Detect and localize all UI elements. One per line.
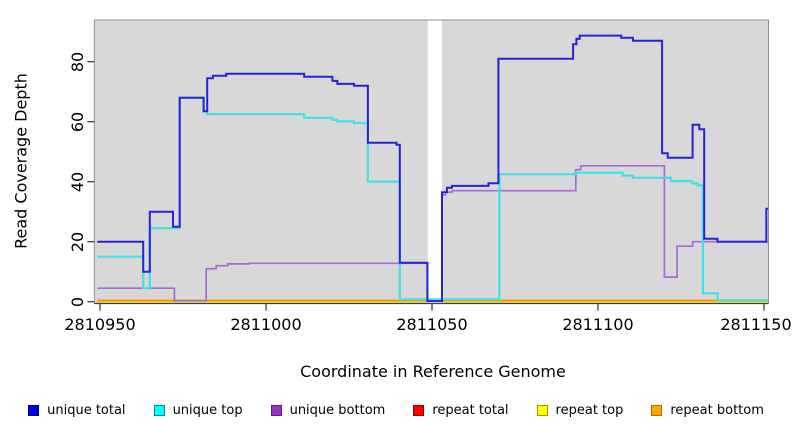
y-tick-label: 80 bbox=[68, 51, 87, 72]
x-tick-label: 2811100 bbox=[562, 315, 634, 334]
x-tick-label: 2810950 bbox=[64, 315, 136, 334]
legend-label: unique top bbox=[172, 402, 243, 418]
x-tick-label: 2811050 bbox=[396, 315, 468, 334]
x-tick-label: 2811000 bbox=[230, 315, 302, 334]
legend-swatch-icon bbox=[413, 404, 425, 416]
y-tick-label: 60 bbox=[68, 111, 87, 132]
masked-region bbox=[427, 20, 442, 303]
legend-swatch-icon bbox=[536, 404, 548, 416]
legend-item-repeat-bottom: repeat bottom bbox=[651, 403, 764, 418]
x-tick-label: 2811150 bbox=[720, 315, 792, 334]
legend: unique total unique top unique bottom repea… bbox=[0, 399, 792, 421]
legend-swatch-icon bbox=[270, 404, 282, 416]
legend-label: unique bottom bbox=[289, 402, 386, 418]
series-line-unique-total bbox=[97, 34, 768, 303]
y-axis-title: Read Coverage Depth bbox=[11, 73, 31, 249]
y-tick-label: 40 bbox=[68, 171, 87, 192]
y-tick-label: 20 bbox=[68, 231, 87, 252]
legend-swatch-icon bbox=[651, 404, 663, 416]
legend-label: unique total bbox=[47, 402, 126, 418]
legend-item-unique-bottom: unique bottom bbox=[270, 402, 386, 418]
legend-item-unique-top: unique top bbox=[153, 402, 243, 418]
legend-swatch-icon bbox=[28, 404, 40, 416]
series-line-unique-bottom bbox=[97, 164, 768, 302]
legend-label: repeat bottom bbox=[670, 402, 764, 418]
legend-swatch-icon bbox=[153, 404, 165, 416]
y-tick-label: 0 bbox=[68, 296, 87, 307]
x-axis-title: Coordinate in Reference Genome bbox=[300, 362, 566, 381]
legend-item-unique-total: unique total bbox=[28, 402, 126, 418]
legend-label: repeat top bbox=[555, 402, 624, 418]
legend-item-repeat-top: repeat top bbox=[536, 402, 624, 418]
legend-label: repeat total bbox=[432, 402, 509, 418]
legend-item-repeat-total: repeat total bbox=[413, 402, 509, 418]
